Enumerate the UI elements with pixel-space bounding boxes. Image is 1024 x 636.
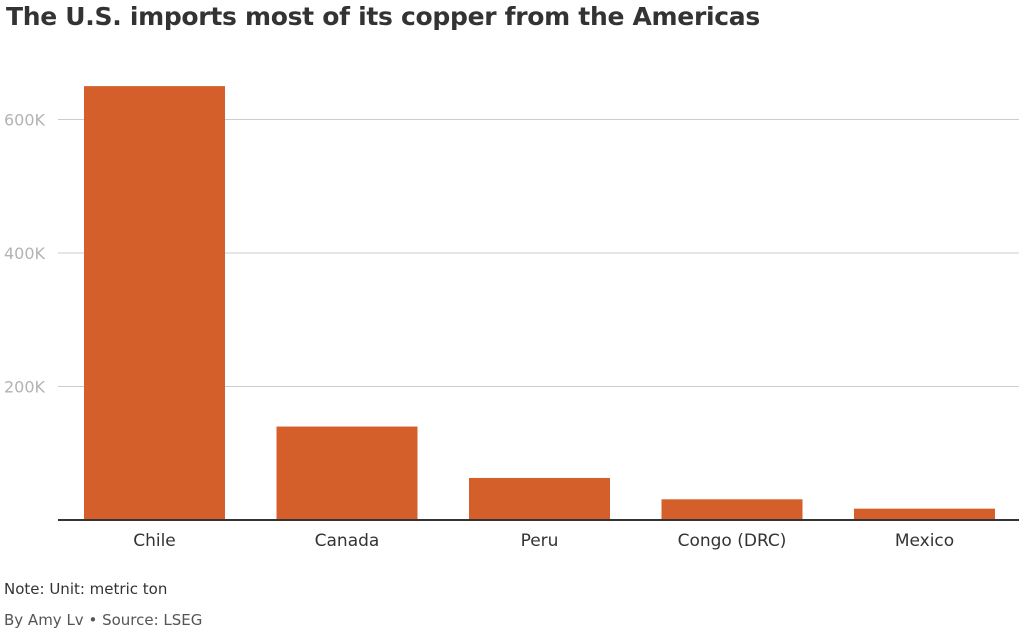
x-category-label: Peru — [521, 531, 559, 551]
bar-mexico — [854, 508, 995, 520]
y-tick-label: 600K — [4, 111, 46, 130]
bar-congo-drc — [661, 499, 803, 520]
chart-note: Note: Unit: metric ton — [4, 580, 168, 598]
x-category-label: Congo (DRC) — [678, 531, 787, 551]
x-category-label: Mexico — [895, 531, 954, 551]
category-labels: Chile Canada Peru Congo (DRC) Mexico — [133, 531, 954, 551]
y-tick-label: 400K — [4, 244, 46, 263]
bar-canada — [276, 426, 418, 520]
y-tick-label: 200K — [4, 378, 46, 397]
x-category-label: Canada — [315, 531, 380, 551]
chart-title: The U.S. imports most of its copper from… — [6, 2, 760, 31]
bar-chile — [84, 86, 225, 520]
bars — [84, 86, 995, 520]
x-category-label: Chile — [133, 531, 176, 551]
chart-credit: By Amy Lv • Source: LSEG — [4, 611, 203, 629]
bar-chart: 200K 400K 600K Chile Canada Peru Congo (DRC) M… — [4, 86, 1019, 551]
bar-peru — [469, 477, 610, 520]
